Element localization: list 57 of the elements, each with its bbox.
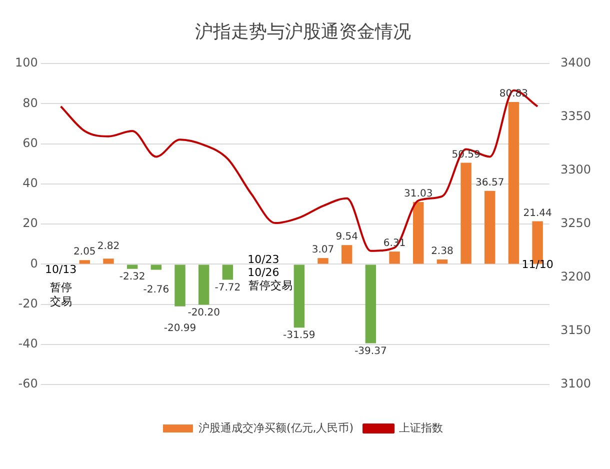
data-label: 2.38 bbox=[431, 246, 454, 258]
y2-tick-label: 3300 bbox=[560, 162, 592, 177]
annotation: 10/13 bbox=[44, 263, 77, 276]
y-tick-label: 0 bbox=[30, 256, 38, 270]
bar bbox=[389, 252, 400, 264]
y2-tick-label: 3250 bbox=[560, 216, 592, 230]
bar bbox=[79, 260, 90, 264]
data-label: -20.99 bbox=[164, 322, 196, 334]
data-label: 31.03 bbox=[404, 188, 433, 200]
y-tick-label: -20 bbox=[18, 296, 38, 310]
y2-tick-label: 3200 bbox=[560, 270, 592, 284]
annotation: 11/10 bbox=[522, 258, 554, 272]
y-tick-label: 40 bbox=[22, 176, 38, 190]
data-label: 36.57 bbox=[476, 177, 504, 188]
y2-tick-label: 3150 bbox=[560, 323, 592, 338]
data-label: -20.20 bbox=[188, 307, 220, 318]
bar bbox=[460, 162, 472, 264]
y-tick-label: 60 bbox=[22, 136, 38, 150]
bar bbox=[413, 202, 424, 264]
y-tick-label: 80 bbox=[22, 96, 38, 110]
data-label: 3.07 bbox=[312, 244, 334, 256]
data-label: 2.05 bbox=[74, 246, 96, 258]
bar bbox=[150, 264, 162, 270]
data-label: 2.82 bbox=[97, 241, 120, 252]
bar bbox=[365, 264, 376, 344]
y-tick-label: 100 bbox=[15, 56, 38, 70]
y-tick-label: -40 bbox=[18, 336, 38, 351]
data-label: -2.32 bbox=[119, 271, 146, 282]
y2-tick-label: 3100 bbox=[560, 376, 592, 391]
y2-tick-label: 3400 bbox=[560, 56, 592, 70]
data-label: -7.72 bbox=[214, 282, 241, 294]
bar bbox=[222, 264, 234, 280]
bar bbox=[436, 259, 448, 264]
bar bbox=[198, 264, 210, 305]
y-tick-label: 20 bbox=[22, 216, 38, 230]
bar bbox=[318, 258, 328, 264]
bar bbox=[126, 264, 138, 269]
y2-tick-label: 3350 bbox=[560, 109, 592, 124]
bar bbox=[103, 258, 114, 264]
legend-label: 上证指数 bbox=[399, 421, 444, 434]
data-label: -2.76 bbox=[143, 284, 170, 296]
data-label: 9.54 bbox=[336, 232, 358, 243]
data-label: -39.37 bbox=[354, 346, 387, 357]
data-label: -31.59 bbox=[283, 330, 316, 342]
bar bbox=[174, 264, 186, 306]
data-label: 21.44 bbox=[523, 208, 552, 219]
y-tick-label: -60 bbox=[18, 376, 38, 391]
bar bbox=[294, 264, 305, 328]
chart-title: 沪指走势与沪股通资金情况 bbox=[195, 21, 411, 42]
bar bbox=[508, 102, 520, 264]
annotation: 10/26 bbox=[248, 266, 280, 280]
bar bbox=[341, 245, 352, 264]
annotation: 10/23 bbox=[248, 253, 280, 266]
annotation: 暂停交易 bbox=[248, 279, 293, 292]
annotation: 暂停交易 bbox=[50, 281, 72, 308]
legend-label: 沪股通成交净买额(亿元,人民币) bbox=[198, 421, 354, 434]
bar bbox=[484, 190, 496, 264]
